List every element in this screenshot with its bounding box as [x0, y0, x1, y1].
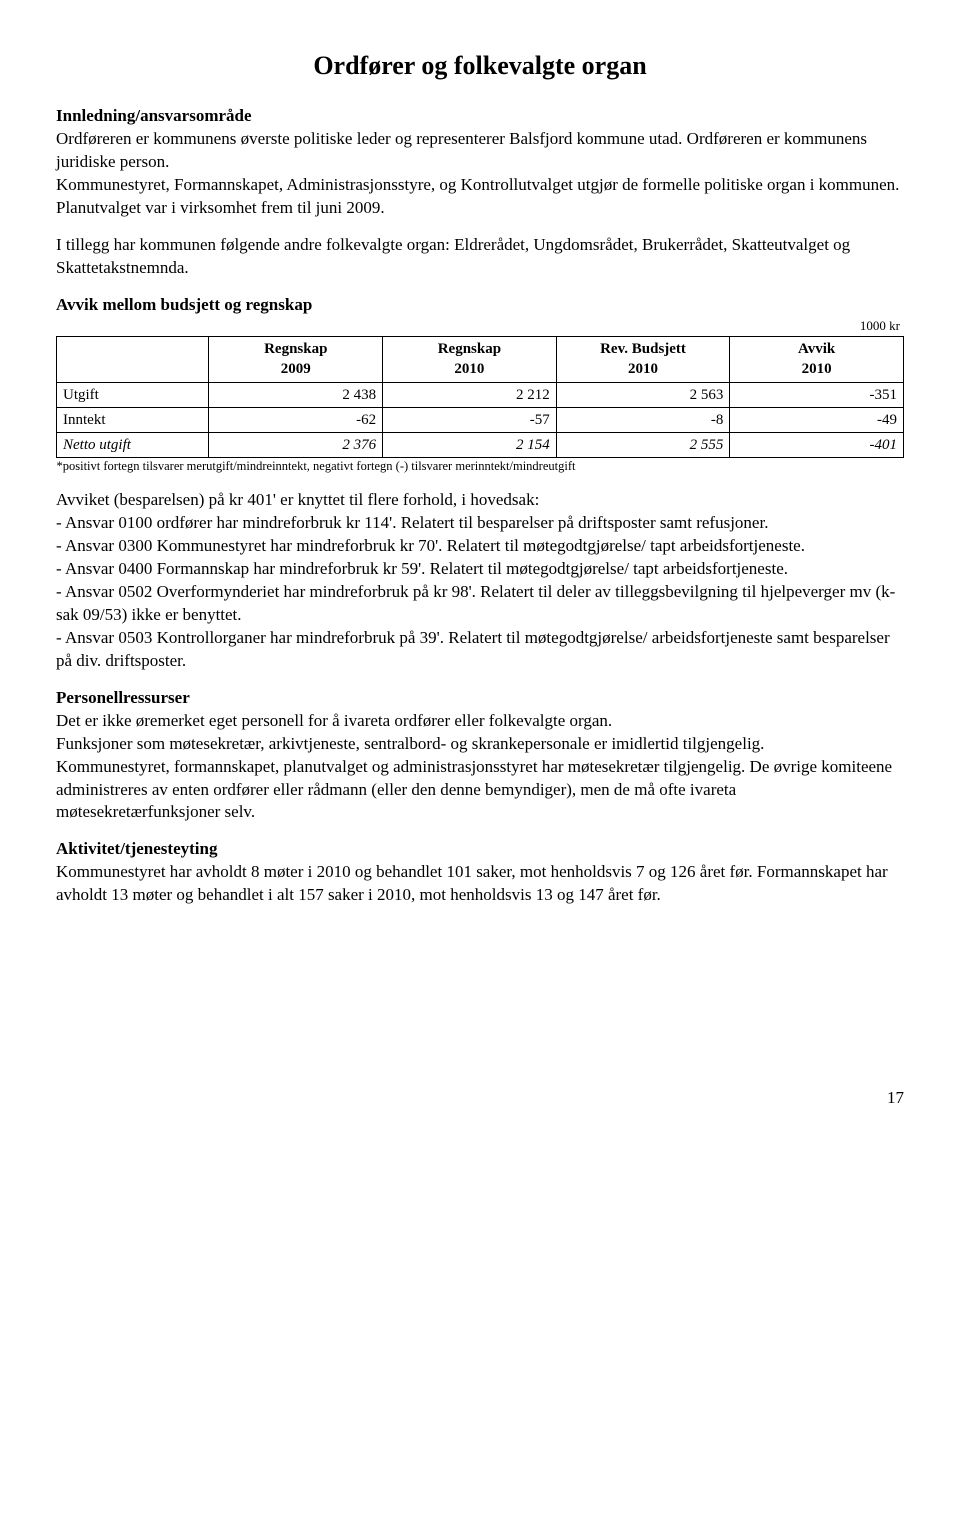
budget-table: Regnskap2009 Regnskap2010 Rev. Budsjett2…	[56, 336, 904, 475]
table-row: Inntekt -62 -57 -8 -49	[57, 407, 904, 432]
cell: 2 376	[209, 433, 383, 458]
intro-p2: Kommunestyret, Formannskapet, Administra…	[56, 174, 904, 220]
activity-heading: Aktivitet/tjenesteyting	[56, 838, 904, 861]
section-intro: Innledning/ansvarsområde Ordføreren er k…	[56, 105, 904, 280]
deviation-item: - Ansvar 0400 Formannskap har mindreforb…	[56, 559, 788, 578]
cell: -49	[730, 407, 904, 432]
row-label: Netto utgift	[57, 433, 209, 458]
intro-p1: Ordføreren er kommunens øverste politisk…	[56, 128, 904, 174]
col-regnskap-2009: Regnskap2009	[209, 337, 383, 383]
table-footnote: *positivt fortegn tilsvarer merutgift/mi…	[57, 458, 904, 475]
row-label: Utgift	[57, 382, 209, 407]
intro-p3: I tillegg har kommunen følgende andre fo…	[56, 234, 904, 280]
cell: -62	[209, 407, 383, 432]
section-deviation: Avvik mellom budsjett og regnskap 1000 k…	[56, 294, 904, 476]
personnel-p2: Funksjoner som møtesekretær, arkivtjenes…	[56, 733, 904, 756]
cell: -351	[730, 382, 904, 407]
cell: -401	[730, 433, 904, 458]
cell: 2 154	[383, 433, 557, 458]
cell: 2 212	[383, 382, 557, 407]
deviation-explain: Avviket (besparelsen) på kr 401' er knyt…	[56, 489, 904, 673]
activity-p1: Kommunestyret har avholdt 8 møter i 2010…	[56, 861, 904, 907]
table-row: Utgift 2 438 2 212 2 563 -351	[57, 382, 904, 407]
deviation-item: - Ansvar 0100 ordfører har mindreforbruk…	[56, 513, 768, 532]
deviation-item: - Ansvar 0502 Overformynderiet har mindr…	[56, 582, 895, 624]
personnel-p1: Det er ikke øremerket eget personell for…	[56, 710, 904, 733]
cell: 2 563	[556, 382, 730, 407]
page-title: Ordfører og folkevalgte organ	[56, 48, 904, 83]
page-number: 17	[56, 1087, 904, 1110]
personnel-heading: Personellressurser	[56, 687, 904, 710]
deviation-intro: Avviket (besparelsen) på kr 401' er knyt…	[56, 490, 539, 509]
section-activity: Aktivitet/tjenesteyting Kommunestyret ha…	[56, 838, 904, 907]
section-personnel: Personellressurser Det er ikke øremerket…	[56, 687, 904, 825]
table-footnote-row: *positivt fortegn tilsvarer merutgift/mi…	[57, 458, 904, 475]
col-budsjett-2010: Rev. Budsjett2010	[556, 337, 730, 383]
cell: 2 555	[556, 433, 730, 458]
col-regnskap-2010: Regnskap2010	[383, 337, 557, 383]
cell: 2 438	[209, 382, 383, 407]
deviation-heading: Avvik mellom budsjett og regnskap	[56, 294, 904, 317]
row-label: Inntekt	[57, 407, 209, 432]
deviation-item: - Ansvar 0300 Kommunestyret har mindrefo…	[56, 536, 805, 555]
cell: -8	[556, 407, 730, 432]
col-blank	[57, 337, 209, 383]
unit-note: 1000 kr	[56, 317, 904, 335]
cell: -57	[383, 407, 557, 432]
deviation-item: - Ansvar 0503 Kontrollorganer har mindre…	[56, 628, 890, 670]
intro-heading: Innledning/ansvarsområde	[56, 105, 904, 128]
col-avvik-2010: Avvik2010	[730, 337, 904, 383]
personnel-p3: Kommunestyret, formannskapet, planutvalg…	[56, 756, 904, 825]
table-row-total: Netto utgift 2 376 2 154 2 555 -401	[57, 433, 904, 458]
table-header-row: Regnskap2009 Regnskap2010 Rev. Budsjett2…	[57, 337, 904, 383]
